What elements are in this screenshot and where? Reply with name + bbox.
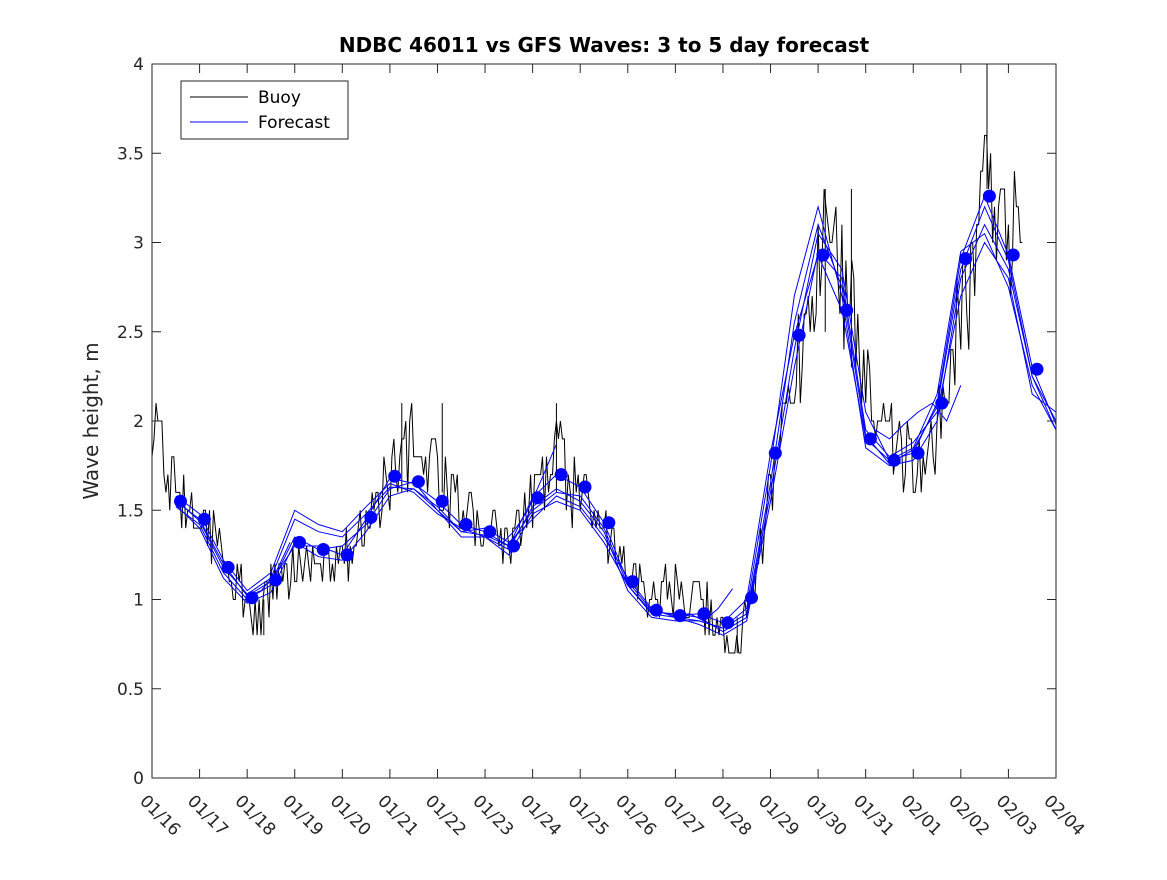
legend-forecast-label: Forecast (258, 113, 330, 133)
forecast-point (364, 510, 378, 524)
y-tick-label: 0 (133, 769, 144, 789)
forecast-point (816, 248, 830, 262)
forecast-point (1030, 362, 1044, 376)
forecast-point (316, 543, 330, 556)
forecast-point (649, 603, 663, 617)
forecast-point (697, 607, 711, 621)
points-layer (174, 189, 1044, 630)
forecast-point (745, 591, 758, 605)
forecast-segment (874, 385, 962, 440)
forecast-point (530, 491, 544, 505)
y-axis-label: Wave height, m (79, 342, 103, 499)
y-tick-label: 3 (133, 234, 144, 254)
forecast-point (721, 616, 735, 630)
y-tick-label: 3.5 (117, 144, 144, 164)
forecast-point (340, 548, 354, 562)
plot-area (152, 64, 1056, 778)
y-tick-label: 0.5 (117, 680, 144, 700)
forecast-point (554, 468, 568, 482)
forecast-point (673, 609, 687, 623)
y-tick-label: 2.5 (117, 323, 144, 343)
forecast-point (197, 512, 211, 526)
forecast-point (792, 328, 806, 342)
forecast-line (175, 232, 1057, 633)
forecast-line (175, 205, 1057, 629)
forecast-segment (498, 444, 557, 547)
forecast-point (221, 560, 235, 574)
forecast-point (174, 494, 187, 508)
forecast-point (602, 516, 616, 530)
legend-buoy-label: Buoy (258, 88, 301, 108)
forecast-point (982, 189, 996, 203)
forecast-point (483, 525, 497, 539)
forecast-point (507, 539, 521, 553)
forecast-point (626, 575, 639, 589)
forecast-point (887, 453, 901, 467)
y-tick-label: 1 (133, 591, 144, 611)
forecast-point (840, 303, 854, 317)
forecast-point (935, 396, 949, 410)
forecast-point (863, 432, 877, 446)
legend: Buoy Forecast (180, 80, 349, 140)
forecast-point (1006, 248, 1020, 262)
forecast-point (388, 469, 402, 483)
forecast-point (959, 252, 973, 266)
legend-box (180, 80, 349, 140)
forecast-point (245, 591, 259, 605)
forecast-point (768, 446, 782, 460)
forecast-point (411, 475, 425, 489)
y-tick-label: 4 (133, 55, 144, 75)
chart-title: NDBC 46011 vs GFS Waves: 3 to 5 day fore… (339, 33, 870, 57)
y-tick-label: 2 (133, 412, 144, 432)
forecast-point (459, 518, 473, 531)
forecast-point (435, 494, 449, 508)
forecast-point (293, 535, 306, 549)
forecast-point (911, 446, 925, 460)
y-tick-label: 1.5 (117, 501, 144, 521)
forecast-point (578, 480, 592, 494)
forecast-point (269, 573, 283, 587)
